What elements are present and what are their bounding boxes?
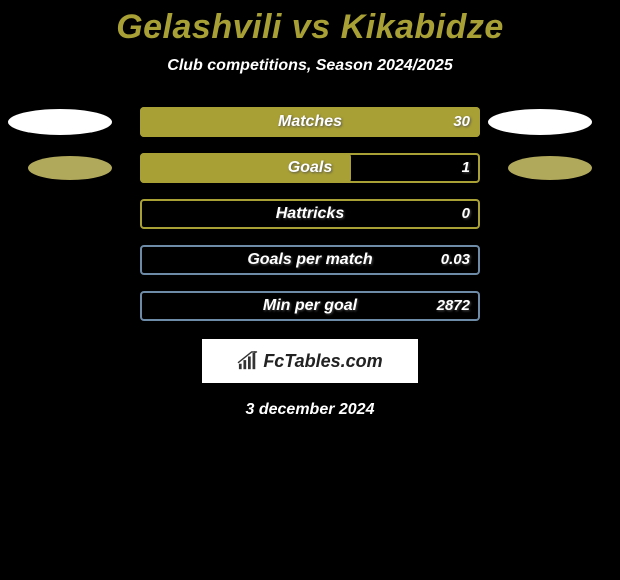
decorative-ellipse <box>28 156 112 180</box>
vs-text: vs <box>292 8 331 46</box>
stat-value-right: 2872 <box>140 291 470 321</box>
bar-chart-icon <box>237 351 259 371</box>
stat-value-right: 0 <box>140 199 470 229</box>
date-line: 3 december 2024 <box>0 401 620 419</box>
stats-area: Matches30Goals1Hattricks0Goals per match… <box>0 107 620 321</box>
stat-value-right: 0.03 <box>140 245 470 275</box>
decorative-ellipse <box>488 109 592 135</box>
logo-box: FcTables.com <box>202 339 418 383</box>
decorative-ellipse <box>508 156 592 180</box>
stat-row: Min per goal2872 <box>0 291 620 321</box>
stat-value-right: 1 <box>140 153 470 183</box>
comparison-title: Gelashvili vs Kikabidze <box>0 0 620 47</box>
stat-row: Hattricks0 <box>0 199 620 229</box>
logo-inner: FcTables.com <box>237 351 382 372</box>
stat-row: Goals per match0.03 <box>0 245 620 275</box>
player2-name: Kikabidze <box>341 8 504 46</box>
player1-name: Gelashvili <box>116 8 282 46</box>
stat-value-right: 30 <box>140 107 470 137</box>
subtitle: Club competitions, Season 2024/2025 <box>0 57 620 75</box>
logo-text: FcTables.com <box>263 351 382 372</box>
decorative-ellipse <box>8 109 112 135</box>
